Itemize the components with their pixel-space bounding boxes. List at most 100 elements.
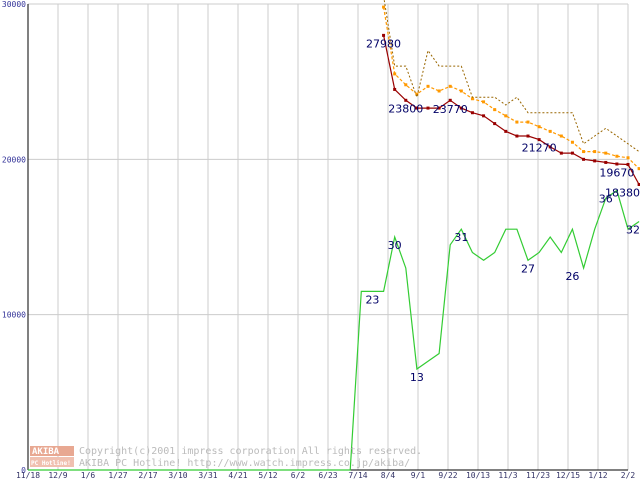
point-avg_price (526, 120, 530, 124)
point-min_price (393, 87, 397, 91)
point-min_price (448, 98, 452, 102)
logo-block-top (30, 446, 74, 456)
x-tick-label: 1/27 (108, 471, 127, 480)
x-tick-label: 8/4 (381, 471, 396, 480)
point-min_price (593, 159, 597, 163)
point-min_price (493, 122, 497, 126)
series-line-shop_count (28, 189, 640, 471)
data-label: 23770 (433, 103, 468, 116)
point-min_price (426, 106, 430, 110)
data-labels: 27980 23800 23770 21270 19670 18380 23 30 13 31 27… (365, 37, 640, 384)
series-line-avg_price (383, 7, 640, 170)
point-avg_price (537, 125, 541, 129)
x-tick-label: 4/21 (228, 471, 247, 480)
point-avg_price (415, 92, 419, 96)
point-min_price (570, 151, 574, 155)
point-avg_price (470, 97, 474, 101)
y-tick-label: 20000 (2, 155, 26, 164)
x-tick-label: 7/14 (348, 471, 367, 480)
x-tick-label: 3/31 (198, 471, 217, 480)
data-label: 23 (365, 293, 379, 306)
x-tick-label: 2/2 (621, 471, 636, 480)
x-tick-label: 1/12 (588, 471, 607, 480)
point-min_price (537, 138, 541, 142)
x-tick-label: 3/10 (168, 471, 187, 480)
point-min_price (515, 134, 519, 138)
point-avg_price (615, 154, 619, 158)
point-min_price (437, 106, 441, 110)
series-line-min_price (383, 35, 640, 185)
point-min_price (626, 162, 630, 166)
point-min_price (548, 145, 552, 149)
data-label: 31 (454, 231, 468, 244)
point-min_price (604, 160, 608, 164)
data-label: 13 (410, 371, 424, 384)
x-tick-label: 11/3 (498, 471, 517, 480)
data-label: 27 (521, 262, 535, 275)
data-label: 19670 (599, 166, 634, 179)
point-avg_price (515, 120, 519, 124)
point-avg_price (426, 84, 430, 88)
point-avg_price (559, 134, 563, 138)
point-min_price (404, 98, 408, 102)
data-label: 26 (565, 270, 579, 283)
point-avg_price (448, 84, 452, 88)
logo-block-bottom (30, 457, 74, 467)
x-axis-ticks: 11/18 12/9 1/6 1/27 2/17 3/10 3/31 4/21 5/12 6/2 6… (16, 471, 635, 480)
point-min_price (559, 151, 563, 155)
point-min_price (526, 134, 530, 138)
x-tick-label: 10/13 (466, 471, 490, 480)
x-tick-label: 9/1 (411, 471, 426, 480)
x-tick-label: 9/22 (438, 471, 457, 480)
data-label: 27980 (366, 37, 401, 50)
data-label: 36 (599, 192, 613, 205)
point-avg_price (626, 156, 630, 160)
point-min_price (504, 129, 508, 133)
data-label: 21270 (522, 142, 557, 155)
point-avg_price (570, 140, 574, 144)
point-avg_price (382, 5, 386, 9)
x-tick-label: 6/2 (291, 471, 306, 480)
point-avg_price (493, 108, 497, 112)
point-min_price (615, 162, 619, 166)
data-label: 30 (388, 239, 402, 252)
y-tick-label: 30000 (2, 0, 26, 9)
x-tick-label: 12/9 (48, 471, 67, 480)
watermark: AKIBA PC Hotline! Copyright(c)2001 impre… (30, 446, 422, 469)
point-avg_price (504, 114, 508, 118)
series-layer (28, 0, 640, 471)
x-tick-label: 12/15 (556, 471, 580, 480)
y-tick-label: 0 (21, 466, 26, 475)
data-label: 23800 (388, 102, 423, 115)
point-avg_price (548, 129, 552, 133)
logo-text-top: AKIBA (32, 447, 60, 457)
x-tick-label: 6/23 (318, 471, 337, 480)
logo-text-bottom: PC Hotline! (31, 460, 71, 467)
point-min_price (582, 157, 586, 161)
point-avg_price (637, 167, 640, 171)
point-avg_price (404, 83, 408, 87)
point-avg_price (437, 89, 441, 93)
point-avg_price (459, 89, 463, 93)
y-axis-ticks: 30000 20000 10000 0 (2, 0, 26, 475)
point-min_price (470, 111, 474, 115)
point-min_price (459, 106, 463, 110)
x-tick-label: 11/23 (526, 471, 550, 480)
point-avg_price (604, 151, 608, 155)
data-label: 18380 (605, 186, 640, 199)
grid (27, 3, 629, 471)
x-tick-label: 5/12 (258, 471, 277, 480)
point-min_price (637, 182, 640, 186)
x-tick-label: 1/6 (81, 471, 96, 480)
x-tick-label: 11/18 (16, 471, 40, 480)
point-min_price (382, 33, 386, 37)
point-avg_price (593, 150, 597, 154)
point-avg_price (393, 72, 397, 76)
point-min_price (415, 106, 419, 110)
point-avg_price (482, 100, 486, 104)
point-min_price (482, 114, 486, 118)
point-avg_price (582, 150, 586, 154)
copyright-line: Copyright(c)2001 impress corporation All… (79, 446, 422, 457)
